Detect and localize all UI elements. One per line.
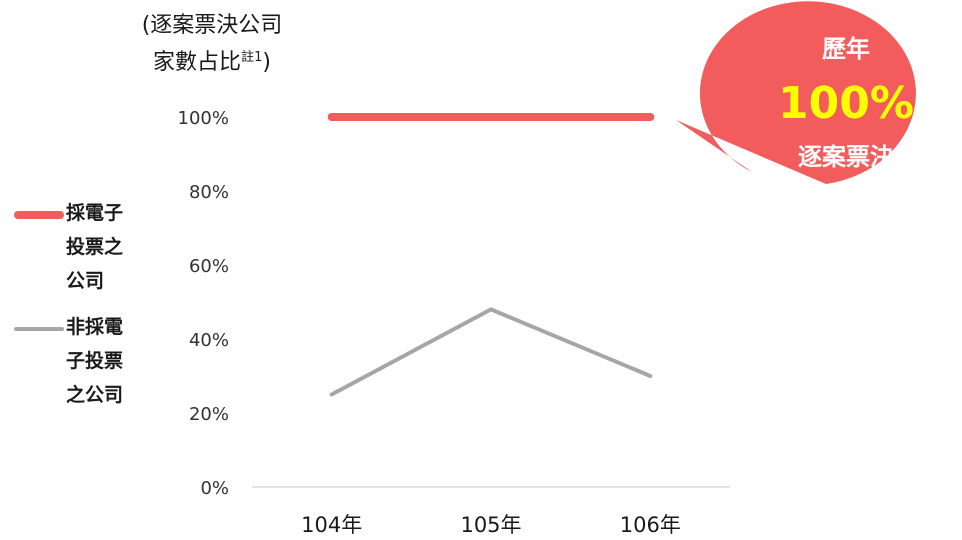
legend-swatch-electronic: [14, 211, 64, 219]
legend-item-electronic: 採電子 投票之 公司: [14, 196, 164, 300]
x-tick-label: 105年: [460, 513, 521, 537]
y-tick-label: 40%: [189, 330, 229, 351]
legend-label-non-electronic-line2: 子投票: [66, 350, 124, 372]
legend-label-non-electronic: 非採電 子投票 之公司: [66, 310, 156, 412]
y-tick-label: 100%: [178, 108, 229, 129]
y-tick-label: 60%: [189, 256, 229, 277]
legend-label-electronic-line2: 投票之: [66, 236, 124, 258]
x-tick-labels: 104年 105年 106年: [301, 513, 681, 537]
legend-swatch-non-electronic: [14, 327, 64, 331]
x-tick-label: 104年: [301, 513, 362, 537]
y-tick-label: 0%: [200, 478, 229, 499]
y-tick-label: 20%: [189, 404, 229, 425]
y-tick-labels: 0% 20% 40% 60% 80% 100%: [178, 108, 229, 499]
y-axis-label-line2: 家數占比註1): [112, 44, 312, 77]
series-line-non-electronic: [329, 307, 653, 397]
callout-line1: 歷年: [822, 35, 870, 63]
legend-label-non-electronic-line1: 非採電: [66, 316, 124, 338]
y-axis-label-line1: (逐案票決公司: [141, 13, 283, 38]
legend-label-electronic: 採電子 投票之 公司: [66, 196, 156, 298]
x-tick-label: 106年: [620, 513, 681, 537]
y-tick-label: 80%: [189, 182, 229, 203]
y-axis-label-footnote: 註1: [241, 50, 263, 65]
series-lines: [327, 113, 655, 397]
y-axis-label-close: ): [262, 50, 271, 75]
legend-item-non-electronic: 非採電 子投票 之公司: [14, 310, 164, 414]
legend-label-electronic-line3: 公司: [66, 270, 105, 292]
callout-value: 100%: [778, 78, 914, 129]
callout-bubble: [676, 1, 916, 184]
y-axis-label-main: 家數占比: [153, 50, 242, 75]
legend-label-electronic-line1: 採電子: [66, 202, 124, 224]
callout-line3: 逐案票決: [798, 143, 894, 171]
legend-label-non-electronic-line3: 之公司: [66, 384, 124, 406]
